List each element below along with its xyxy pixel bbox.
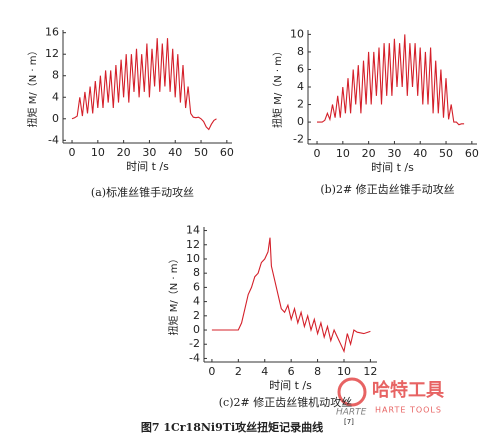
x-tick-label: 8 <box>314 365 321 378</box>
y-tick-label: 2 <box>297 98 304 111</box>
figure-ref: [7] <box>344 418 354 426</box>
y-tick-label: 8 <box>297 45 304 58</box>
x-tick-label: 50 <box>439 147 453 160</box>
x-axis-label: 时间 t /s <box>371 161 414 174</box>
y-tick-label: 6 <box>193 280 200 293</box>
y-tick-label: -4 <box>48 133 59 146</box>
x-tick-label: 60 <box>465 147 479 160</box>
y-tick-label: 2 <box>193 309 200 322</box>
x-tick-label: 20 <box>362 147 376 160</box>
subplot-caption: (c)2# 修正齿丝锥机动攻丝 <box>219 395 352 409</box>
x-tick-label: 40 <box>413 147 427 160</box>
y-axis-label: 扭矩 M/（N · m） <box>271 46 284 128</box>
watermark-brand: 哈特工具 <box>372 379 444 401</box>
torque-line <box>71 38 217 131</box>
x-tick-label: 6 <box>288 365 295 378</box>
y-tick-label: 0 <box>193 323 200 336</box>
y-tick-label: 4 <box>193 295 200 308</box>
y-tick-label: 16 <box>45 26 59 39</box>
y-axis-label: 扭矩 M/（N · m） <box>26 46 39 128</box>
subplot-caption: (a)标准丝锥手动攻丝 <box>91 185 194 199</box>
y-tick-label: 6 <box>297 62 304 75</box>
y-tick-label: 0 <box>52 112 59 125</box>
y-tick-label: 10 <box>186 252 200 265</box>
x-tick-label: 0 <box>208 365 215 378</box>
x-tick-label: 12 <box>363 365 377 378</box>
y-tick-label: 8 <box>52 69 59 82</box>
y-tick-label: 12 <box>45 47 59 60</box>
x-tick-label: 4 <box>261 365 268 378</box>
x-tick-label: 10 <box>337 365 351 378</box>
x-tick-label: 10 <box>336 147 350 160</box>
x-tick-label: 2 <box>235 365 242 378</box>
y-tick-label: 10 <box>290 27 304 40</box>
x-tick-label: 30 <box>387 147 401 160</box>
x-tick-label: 60 <box>220 146 234 159</box>
y-axis-label: 扭矩 M/（N · m） <box>167 254 180 336</box>
x-axis-label: 时间 t /s <box>269 379 312 392</box>
y-tick-label: 0 <box>297 115 304 128</box>
y-tick-label: 12 <box>186 238 200 251</box>
x-tick-label: 20 <box>117 146 131 159</box>
torque-line <box>317 34 465 126</box>
figure-caption: 图7 1Cr18Ni9Ti攻丝扭矩记录曲线 <box>141 420 323 434</box>
y-tick-label: 8 <box>193 266 200 279</box>
x-tick-label: 40 <box>168 146 182 159</box>
y-tick-label: 4 <box>52 90 59 103</box>
x-tick-label: 0 <box>69 146 76 159</box>
watermark-brand-en: HARTE TOOLS <box>375 406 442 415</box>
x-tick-label: 0 <box>314 147 321 160</box>
y-tick-label: -4 <box>189 351 200 364</box>
y-tick-label: -2 <box>293 133 304 146</box>
x-tick-label: 10 <box>91 146 105 159</box>
torque-line <box>211 237 371 354</box>
watermark-mark: HARTE <box>336 408 367 418</box>
y-tick-label: 4 <box>297 80 304 93</box>
watermark: 哈特工具 HARTE TOOLS HARTE <box>336 377 444 418</box>
x-tick-label: 50 <box>194 146 208 159</box>
y-tick-label: -2 <box>189 337 200 350</box>
watermark-logo <box>337 377 367 407</box>
x-tick-label: 30 <box>142 146 156 159</box>
subplot-caption: (b)2# 修正齿丝锥手动攻丝 <box>320 182 454 196</box>
x-axis-label: 时间 t /s <box>126 160 169 173</box>
y-tick-label: 14 <box>186 224 200 237</box>
